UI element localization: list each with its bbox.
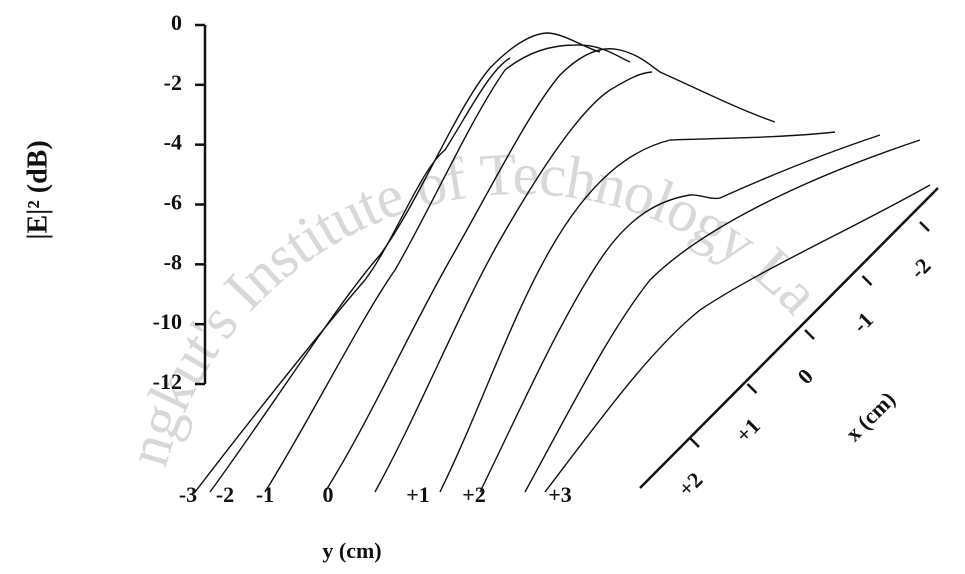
x-tick [919, 221, 930, 232]
z-tick-label: -12 [153, 369, 182, 394]
x-tick-label: +1 [731, 413, 765, 447]
profile-curve [264, 44, 631, 493]
x-tick [861, 275, 873, 286]
z-tick-label: 0 [171, 10, 182, 35]
z-tick-label: -6 [164, 190, 182, 215]
z-tick-label: -10 [153, 309, 182, 334]
watermark-text: ngkut's Institute of Technology La [114, 140, 833, 473]
x-tick-label: -1 [847, 307, 878, 338]
z-tick-label: -2 [164, 70, 182, 95]
x-axis-title: x (cm) [840, 386, 900, 446]
y-axis-title: y (cm) [322, 538, 381, 563]
profile-curve [439, 131, 836, 493]
y-tick-label: -1 [256, 482, 274, 507]
profile-curve [209, 32, 601, 493]
y-tick-label: -2 [216, 482, 234, 507]
y-tick-label: 0 [323, 482, 334, 507]
profile-curve [524, 139, 921, 493]
y-tick-label: +2 [462, 482, 486, 507]
watermark: ngkut's Institute of Technology La [114, 140, 833, 473]
x-axis-line [639, 187, 939, 489]
x-tick-label: 0 [793, 364, 818, 389]
x-tick [746, 383, 758, 394]
profile-curve [544, 184, 931, 493]
profile-curve [479, 134, 881, 493]
profile-curve [324, 48, 776, 493]
profile-curves [194, 32, 931, 493]
x-tick-label: +2 [673, 467, 707, 501]
x-tick [689, 437, 700, 448]
y-tick-label: -3 [179, 482, 197, 507]
profile-curve [374, 71, 653, 493]
z-axis-title: |E|² (dB) [22, 140, 53, 239]
z-tick-label: -8 [164, 249, 182, 274]
z-tick-label: -4 [164, 130, 182, 155]
y-tick-label: +3 [548, 482, 572, 507]
x-tick-label: -2 [905, 253, 936, 284]
y-tick-label: +1 [406, 482, 430, 507]
x-tick [804, 329, 815, 340]
